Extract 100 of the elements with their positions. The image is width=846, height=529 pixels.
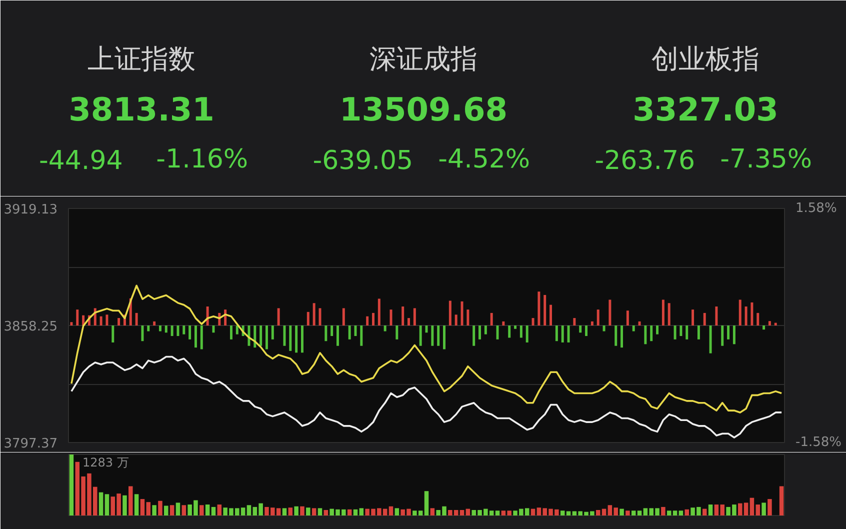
bar [246,505,252,516]
data-label: 3813.31 [68,90,214,128]
bar [502,321,505,326]
y2-tick-label: -1.58% [796,435,842,450]
annotation: 1283 万 [82,456,129,470]
bar [637,510,642,516]
bar [448,300,452,326]
bar [306,312,310,326]
bar [359,508,364,516]
bar [413,308,416,326]
data-label: -44.94 [38,146,123,176]
bar [408,318,410,326]
bar [182,326,186,334]
bar [650,326,653,342]
bar [626,510,630,516]
bar [152,505,156,516]
bar [774,322,777,326]
bar [277,308,280,326]
bar [532,318,534,326]
bar [182,505,186,516]
bar [230,326,232,340]
bar [366,316,369,326]
bar [217,504,222,516]
bar [388,506,394,516]
bar [585,326,588,336]
bar [288,508,293,516]
bar [750,302,754,326]
bar [170,326,174,336]
bar [566,511,571,516]
bar [312,508,316,516]
bar [372,312,374,326]
bar [454,314,458,326]
y2-tick-label: 1.58% [796,201,837,216]
bar [294,506,298,516]
bar [100,316,102,326]
bar [602,508,606,516]
bar [188,326,192,340]
bar [472,326,476,346]
data-label: 13509.68 [339,90,508,128]
bar [732,326,736,344]
bar [318,508,322,516]
bar [443,326,446,350]
category-label: 上证指数 [88,44,196,75]
bar [300,326,304,353]
bar [762,502,766,516]
bar [709,326,712,354]
bar [378,298,380,326]
bar [153,321,156,326]
bar [158,326,162,332]
bar [128,486,133,516]
bar [668,303,670,326]
bar [200,326,203,350]
bar [674,326,676,340]
bar [702,508,707,516]
bar [768,499,772,516]
data-label: -639.05 [312,146,414,176]
bar [596,310,600,326]
bar [579,326,582,333]
bar [631,510,636,516]
bar [768,321,771,326]
data-label: 3327.03 [632,90,778,128]
bar [318,308,322,326]
bar [762,326,766,330]
bar [561,326,564,342]
bar [164,506,168,516]
data-label: -7.35% [720,144,812,174]
bar [118,318,120,326]
data-label: -1.16% [156,144,248,174]
bar [721,326,724,346]
bar [661,506,666,516]
bar [194,326,197,348]
bar [662,300,664,326]
bar [738,300,742,326]
bar [608,300,612,326]
bar [478,326,481,340]
bar [530,508,536,516]
bar [265,326,268,350]
bar [697,326,700,340]
bar [394,508,400,516]
bar [484,326,487,334]
bar [384,326,386,332]
bar [520,326,522,338]
bar [146,502,151,516]
bar [354,326,357,336]
bar [289,326,292,351]
bar [283,326,286,346]
bar [360,326,363,346]
bar [590,321,594,326]
bar [306,508,310,516]
bar [211,506,216,516]
bar [260,326,262,346]
bar [756,312,760,326]
bar [164,326,168,333]
bar [140,499,145,516]
bar [200,505,204,516]
bar [69,454,74,516]
category-label: 深证成指 [370,44,478,75]
bar [76,310,79,326]
line-series [70,356,782,438]
data-label: -4.52% [438,144,530,174]
